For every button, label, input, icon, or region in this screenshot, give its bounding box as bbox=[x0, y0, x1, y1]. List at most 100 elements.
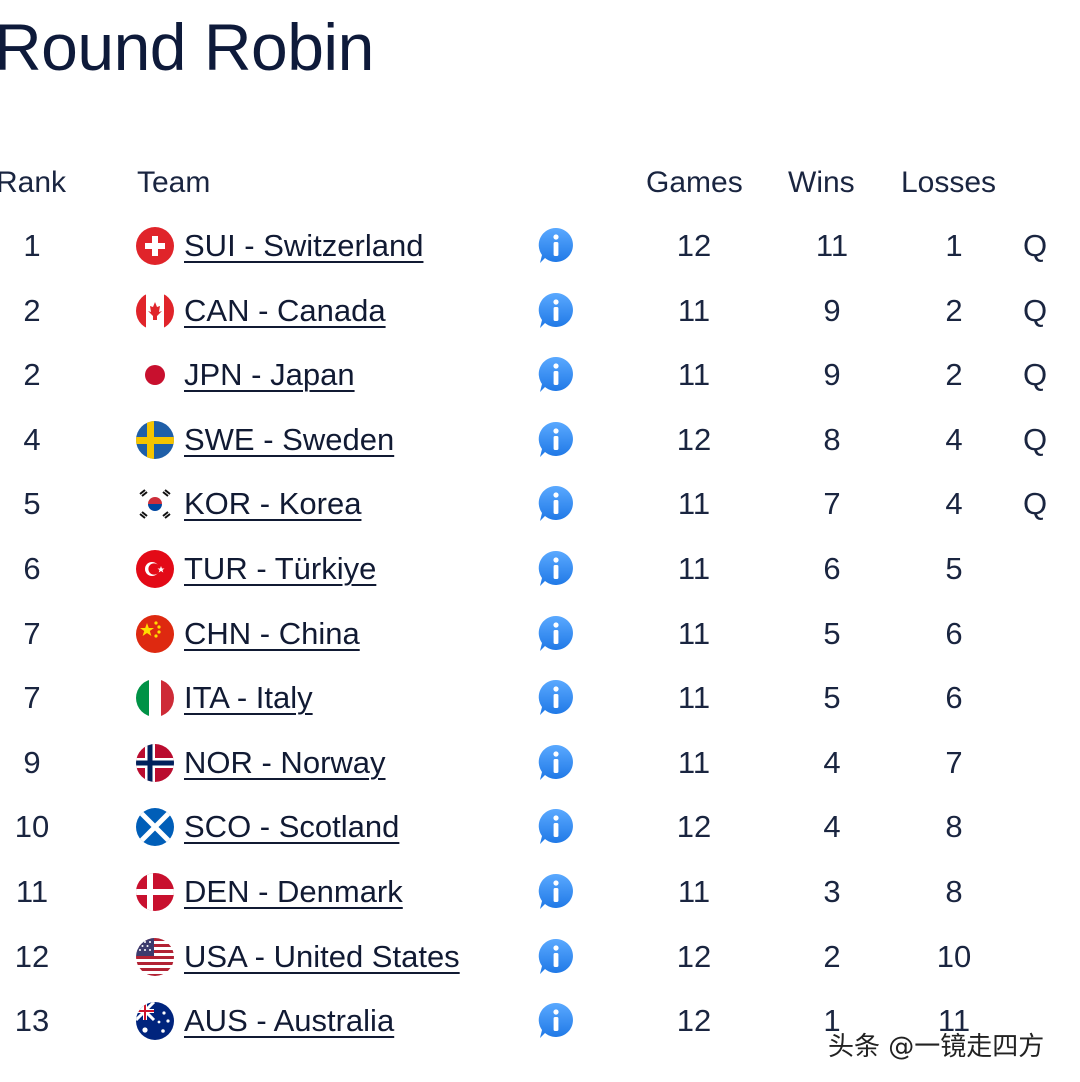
header-rank: Rank bbox=[0, 166, 67, 199]
wins-cell: 11 bbox=[815, 228, 849, 263]
losses-cell: 5 bbox=[945, 551, 963, 586]
denmark-flag-icon bbox=[136, 873, 174, 911]
rank-cell: 9 bbox=[23, 745, 41, 780]
wins-cell: 5 bbox=[823, 680, 841, 715]
team-link[interactable]: SWE - Sweden bbox=[184, 422, 395, 457]
info-icon[interactable] bbox=[536, 549, 576, 589]
losses-cell: 7 bbox=[945, 745, 963, 780]
table-row: 10 SCO - Scotland 12 4 8 bbox=[0, 802, 1080, 852]
games-cell: 12 bbox=[676, 228, 712, 263]
header-games: Games bbox=[646, 166, 743, 199]
rank-cell: 12 bbox=[14, 939, 50, 974]
norway-flag-icon bbox=[136, 744, 174, 782]
table-row: 7 CHN - China 11 5 6 bbox=[0, 609, 1080, 659]
header-losses: Losses bbox=[901, 166, 997, 199]
team-link[interactable]: AUS - Australia bbox=[184, 1003, 395, 1038]
rank-cell: 6 bbox=[23, 551, 41, 586]
wins-cell: 9 bbox=[823, 357, 841, 392]
wins-cell: 4 bbox=[823, 809, 841, 844]
info-icon[interactable] bbox=[536, 743, 576, 783]
wins-cell: 3 bbox=[823, 874, 841, 909]
scotland-flag-icon bbox=[136, 808, 174, 846]
china-flag-icon bbox=[136, 615, 174, 653]
wins-cell: 4 bbox=[823, 745, 841, 780]
turkiye-flag-icon bbox=[136, 550, 174, 588]
rank-cell: 7 bbox=[23, 616, 41, 651]
team-link[interactable]: KOR - Korea bbox=[184, 486, 362, 521]
games-cell: 11 bbox=[677, 293, 711, 328]
table-row: 13 AUS - Australia 12 1 11 bbox=[0, 996, 1080, 1046]
rank-cell: 5 bbox=[23, 486, 41, 521]
games-cell: 11 bbox=[677, 357, 711, 392]
watermark-text: 头条 @一镜走四方 bbox=[828, 1032, 1045, 1062]
losses-cell: 8 bbox=[945, 874, 963, 909]
losses-cell: 2 bbox=[945, 293, 963, 328]
wins-cell: 5 bbox=[823, 616, 841, 651]
games-cell: 11 bbox=[677, 486, 711, 521]
games-cell: 11 bbox=[677, 616, 711, 651]
games-cell: 12 bbox=[676, 809, 712, 844]
team-link[interactable]: DEN - Denmark bbox=[184, 874, 403, 909]
switzerland-flag-icon bbox=[136, 227, 174, 265]
rank-cell: 13 bbox=[14, 1003, 50, 1038]
rank-cell: 2 bbox=[23, 357, 41, 392]
wins-cell: 1 bbox=[823, 1003, 841, 1038]
table-row: 6 TUR - Türkiye 11 6 5 bbox=[0, 544, 1080, 594]
losses-cell: 2 bbox=[945, 357, 963, 392]
team-link[interactable]: NOR - Norway bbox=[184, 745, 386, 780]
games-cell: 11 bbox=[677, 874, 711, 909]
info-icon[interactable] bbox=[536, 678, 576, 718]
team-link[interactable]: SUI - Switzerland bbox=[184, 228, 424, 263]
wins-cell: 2 bbox=[823, 939, 841, 974]
japan-flag-icon bbox=[136, 356, 174, 394]
wins-cell: 8 bbox=[823, 422, 841, 457]
games-cell: 12 bbox=[676, 1003, 712, 1038]
team-link[interactable]: CHN - China bbox=[184, 616, 360, 651]
games-cell: 12 bbox=[676, 422, 712, 457]
losses-cell: 8 bbox=[945, 809, 963, 844]
games-cell: 11 bbox=[677, 745, 711, 780]
rank-cell: 4 bbox=[23, 422, 41, 457]
wins-cell: 6 bbox=[823, 551, 841, 586]
losses-cell: 4 bbox=[945, 422, 963, 457]
table-row: 7 ITA - Italy 11 5 6 bbox=[0, 673, 1080, 723]
team-link[interactable]: TUR - Türkiye bbox=[184, 551, 377, 586]
info-icon[interactable] bbox=[536, 614, 576, 654]
australia-flag-icon bbox=[136, 1002, 174, 1040]
info-icon[interactable] bbox=[536, 420, 576, 460]
table-row: 2 JPN - Japan 11 9 2 Q bbox=[0, 350, 1080, 400]
info-icon[interactable] bbox=[536, 226, 576, 266]
wins-cell: 9 bbox=[823, 293, 841, 328]
wins-cell: 7 bbox=[823, 486, 841, 521]
table-row: 1 SUI - Switzerland 12 11 1 Q bbox=[0, 221, 1080, 271]
losses-cell: 1 bbox=[945, 228, 963, 263]
qualified-marker: Q bbox=[1022, 357, 1048, 392]
qualified-marker: Q bbox=[1022, 228, 1048, 263]
rank-cell: 2 bbox=[23, 293, 41, 328]
qualified-marker: Q bbox=[1022, 486, 1048, 521]
table-row: 9 NOR - Norway 11 4 7 bbox=[0, 738, 1080, 788]
info-icon[interactable] bbox=[536, 937, 576, 977]
table-row: 12 USA - United States 12 2 10 bbox=[0, 932, 1080, 982]
sweden-flag-icon bbox=[136, 421, 174, 459]
italy-flag-icon bbox=[136, 679, 174, 717]
rank-cell: 11 bbox=[15, 874, 49, 909]
info-icon[interactable] bbox=[536, 872, 576, 912]
table-row: 4 SWE - Sweden 12 8 4 Q bbox=[0, 415, 1080, 465]
team-link[interactable]: ITA - Italy bbox=[184, 680, 313, 715]
korea-flag-icon bbox=[136, 485, 174, 523]
table-row: 2 CAN - Canada 11 9 2 Q bbox=[0, 286, 1080, 336]
team-link[interactable]: CAN - Canada bbox=[184, 293, 386, 328]
info-icon[interactable] bbox=[536, 807, 576, 847]
info-icon[interactable] bbox=[536, 291, 576, 331]
team-link[interactable]: JPN - Japan bbox=[184, 357, 355, 392]
info-icon[interactable] bbox=[536, 1001, 576, 1041]
info-icon[interactable] bbox=[536, 484, 576, 524]
team-link[interactable]: USA - United States bbox=[184, 939, 460, 974]
header-team: Team bbox=[137, 166, 211, 199]
info-icon[interactable] bbox=[536, 355, 576, 395]
games-cell: 11 bbox=[677, 551, 711, 586]
table-row: 11 DEN - Denmark 11 3 8 bbox=[0, 867, 1080, 917]
team-link[interactable]: SCO - Scotland bbox=[184, 809, 400, 844]
